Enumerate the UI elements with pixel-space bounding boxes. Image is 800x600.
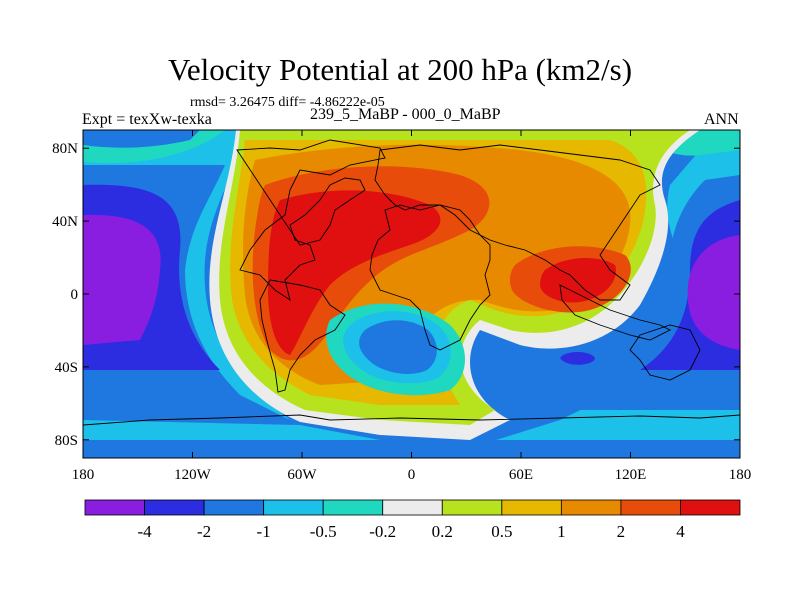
period-label: 239_5_MaBP - 000_0_MaBP	[310, 106, 501, 123]
colorbar-label: -0.2	[369, 522, 396, 541]
colorbar-label: -4	[137, 522, 152, 541]
colorbar-swatch	[144, 499, 205, 516]
colorbar-swatch	[560, 499, 622, 516]
continent-outlines	[83, 139, 740, 426]
colorbar-swatch	[322, 499, 384, 516]
colorbar-swatch	[263, 499, 324, 516]
colorbar: -4 -2 -1 -0.5 -0.2 0.2 0.5 1 2 4	[84, 499, 741, 541]
x-tick-label: 180	[729, 467, 752, 483]
colorbar-label: 0.2	[432, 522, 453, 541]
colorbar-label: -0.5	[310, 522, 337, 541]
colorbar-label: -2	[197, 522, 211, 541]
colorbar-swatch	[382, 499, 443, 516]
x-tick-label: 60E	[509, 467, 533, 483]
contour-band	[83, 214, 161, 345]
y-tick-label: 80S	[55, 433, 78, 449]
x-tick-label: 120W	[174, 467, 212, 483]
x-tick-label: 60W	[287, 467, 317, 483]
contour-band	[83, 130, 200, 148]
contour-band	[268, 190, 441, 355]
y-axis: 80N 40N 0 40S 80S	[52, 141, 740, 449]
colorbar-label: -1	[257, 522, 271, 541]
contour-band	[359, 320, 437, 374]
map-title: Velocity Potential at 200 hPa (km2/s)	[167, 52, 633, 87]
x-tick-label: 180	[72, 467, 95, 483]
colorbar-swatch	[501, 499, 562, 516]
y-tick-label: 80N	[52, 141, 78, 157]
y-tick-label: 40N	[52, 214, 78, 230]
colorbar-label: 1	[557, 522, 566, 541]
colorbar-label: 0.5	[491, 522, 512, 541]
x-axis: 180 120W 60W 0 60E 120E 180	[72, 130, 752, 483]
x-tick-label: 0	[408, 467, 416, 483]
colorbar-swatch	[203, 499, 265, 516]
season-label: ANN	[704, 111, 739, 128]
colorbar-label: 2	[617, 522, 626, 541]
y-tick-label: 0	[71, 287, 79, 303]
colorbar-swatch	[84, 499, 145, 516]
contour-band	[560, 352, 595, 365]
experiment-label: Expt = texXw-texka	[82, 111, 212, 128]
contour-band	[83, 440, 740, 458]
x-tick-label: 120E	[615, 467, 647, 483]
colorbar-swatch	[620, 499, 681, 516]
contour-band	[687, 235, 740, 350]
colorbar-swatch	[680, 499, 741, 516]
colorbar-label: 4	[676, 522, 685, 541]
stats-text: rmsd= 3.26475 diff= -4.86222e-05	[190, 95, 385, 110]
y-tick-label: 40S	[55, 360, 78, 376]
colorbar-swatch	[441, 499, 503, 516]
contour-field	[83, 130, 740, 458]
